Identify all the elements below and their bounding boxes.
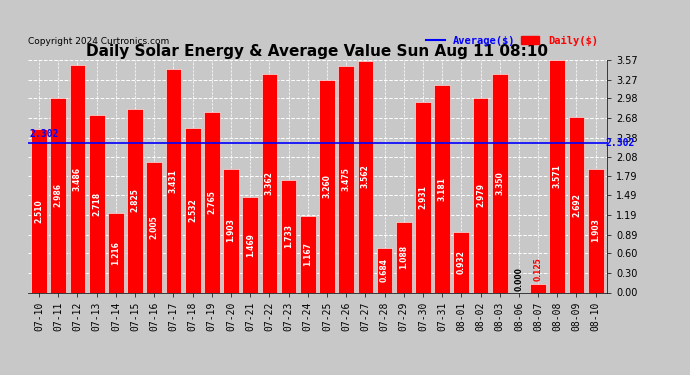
Text: 3.431: 3.431 [169,169,178,193]
Text: 3.475: 3.475 [342,167,351,191]
Text: 1.733: 1.733 [284,224,293,248]
Text: 1.167: 1.167 [304,243,313,267]
Text: 1.216: 1.216 [111,241,120,265]
Text: 3.562: 3.562 [361,165,370,188]
Bar [204,112,219,292]
Text: 2.302: 2.302 [30,129,59,140]
Bar [242,197,258,292]
Text: 2.005: 2.005 [150,215,159,239]
Bar [396,222,412,292]
Bar [108,213,124,292]
Text: 2.532: 2.532 [188,198,197,222]
Text: 1.903: 1.903 [226,219,235,243]
Bar [338,66,354,292]
Bar [453,232,469,292]
Text: 2.931: 2.931 [418,185,428,209]
Text: 3.260: 3.260 [322,174,331,198]
Bar [146,162,162,292]
Text: 2.825: 2.825 [130,189,139,213]
Bar [549,60,565,292]
Text: 1.088: 1.088 [400,245,408,269]
Bar [50,98,66,292]
Bar [185,128,201,292]
Bar [70,66,86,292]
Bar [166,69,181,292]
Bar [588,169,604,292]
Text: 2.510: 2.510 [34,199,43,223]
Bar [223,169,239,292]
Text: 2.302: 2.302 [605,138,635,148]
Text: 0.125: 0.125 [533,257,542,281]
Title: Daily Solar Energy & Average Value Sun Aug 11 08:10: Daily Solar Energy & Average Value Sun A… [86,44,549,59]
Text: 3.350: 3.350 [495,171,504,195]
Text: 2.986: 2.986 [54,183,63,207]
Text: 3.362: 3.362 [265,171,274,195]
Bar [319,80,335,292]
Text: 0.684: 0.684 [380,258,389,282]
Text: 3.181: 3.181 [437,177,446,201]
Text: 1.903: 1.903 [591,219,600,243]
Legend: Average($), Daily($): Average($), Daily($) [422,32,602,50]
Text: 1.469: 1.469 [246,233,255,256]
Bar [357,60,373,292]
Bar [473,99,489,292]
Bar [434,86,450,292]
Text: 2.765: 2.765 [207,190,217,214]
Text: 0.000: 0.000 [515,267,524,291]
Bar [415,102,431,292]
Text: 0.932: 0.932 [457,250,466,274]
Text: 3.486: 3.486 [73,167,82,191]
Text: 2.718: 2.718 [92,192,101,216]
Bar [31,129,47,292]
Text: 2.979: 2.979 [476,183,485,207]
Bar [492,74,508,292]
Bar [127,108,143,292]
Bar [300,216,315,292]
Text: 2.692: 2.692 [572,193,581,217]
Bar [377,248,393,292]
Bar [262,74,277,292]
Bar [530,284,546,292]
Bar [89,116,105,292]
Text: 3.571: 3.571 [553,164,562,188]
Text: Copyright 2024 Curtronics.com: Copyright 2024 Curtronics.com [28,37,169,46]
Bar [569,117,584,292]
Bar [281,180,297,292]
